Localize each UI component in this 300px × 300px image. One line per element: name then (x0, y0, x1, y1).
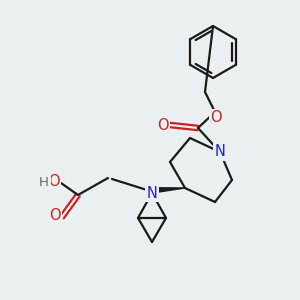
Text: O: O (157, 118, 169, 133)
Text: N: N (147, 185, 158, 200)
Text: O: O (48, 175, 60, 190)
Polygon shape (157, 188, 185, 192)
Text: N: N (214, 145, 225, 160)
Text: H: H (39, 176, 49, 188)
Text: O: O (49, 208, 61, 224)
Text: O: O (210, 110, 222, 125)
